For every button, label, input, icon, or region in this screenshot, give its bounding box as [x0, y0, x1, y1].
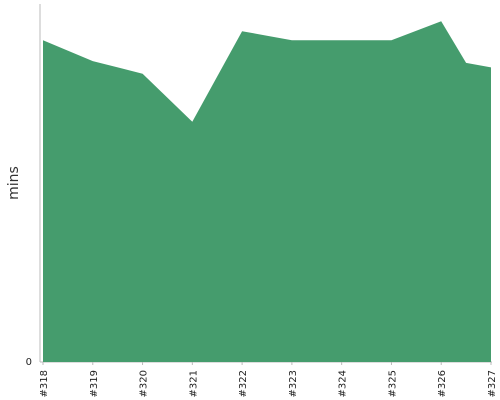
- x-tick-label: #324: [338, 370, 349, 397]
- x-tick-label: #319: [89, 370, 100, 397]
- y-tick-labels: 0: [26, 357, 32, 368]
- x-tick-label: #326: [437, 370, 448, 397]
- x-tick-label: #321: [188, 370, 199, 397]
- x-tick-label: #320: [139, 370, 150, 397]
- x-tick-label: #318: [39, 370, 50, 397]
- x-tick-label: #322: [238, 370, 249, 397]
- area-series: [43, 21, 491, 362]
- x-tick-label: #325: [387, 370, 398, 397]
- x-tick-labels: #318 #319 #320 #321 #322 #323 #324 #325 #326 #327: [39, 362, 498, 397]
- x-tick-label: #327: [487, 370, 498, 397]
- y-axis-label: mins: [6, 166, 22, 200]
- y-tick-label: 0: [26, 357, 32, 368]
- x-tick-label: #323: [288, 370, 299, 397]
